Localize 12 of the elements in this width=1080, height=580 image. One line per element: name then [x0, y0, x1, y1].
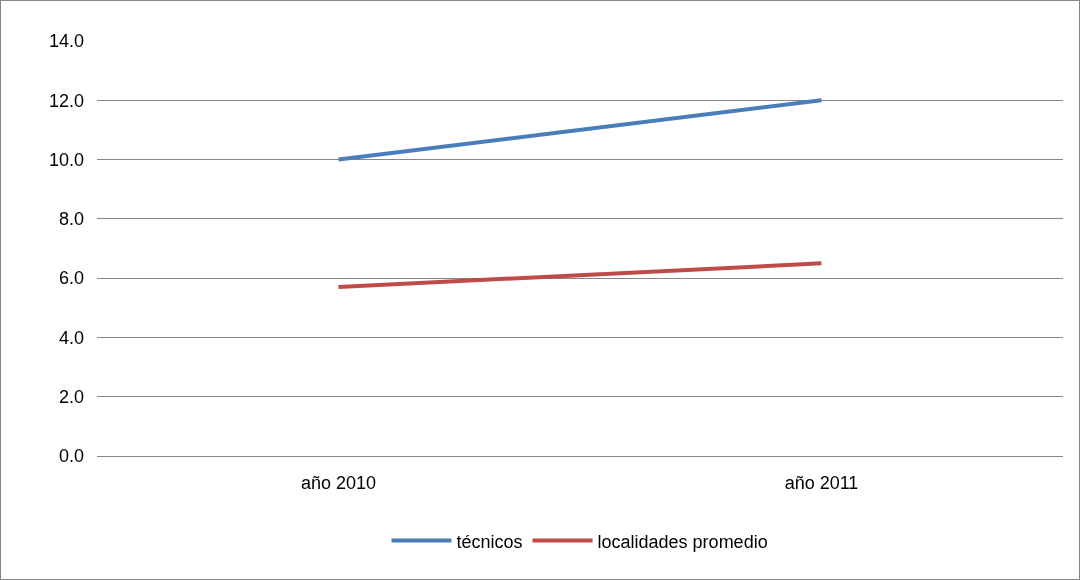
y-tick-label: 6.0	[58, 268, 84, 289]
y-tick-label: 8.0	[58, 209, 84, 230]
y-tick-label: 12.0	[48, 90, 84, 111]
y-tick-label: 4.0	[58, 327, 84, 348]
legend-label: localidades promedio	[597, 531, 768, 552]
x-tick-label: año 2010	[300, 472, 377, 493]
y-tick-label: 10.0	[48, 149, 84, 170]
y-tick-label: 14.0	[48, 31, 84, 52]
y-tick-label: 0.0	[58, 446, 84, 467]
y-tick-label: 2.0	[58, 387, 84, 408]
x-tick-label: año 2011	[784, 472, 859, 493]
legend-label: técnicos	[456, 531, 523, 552]
